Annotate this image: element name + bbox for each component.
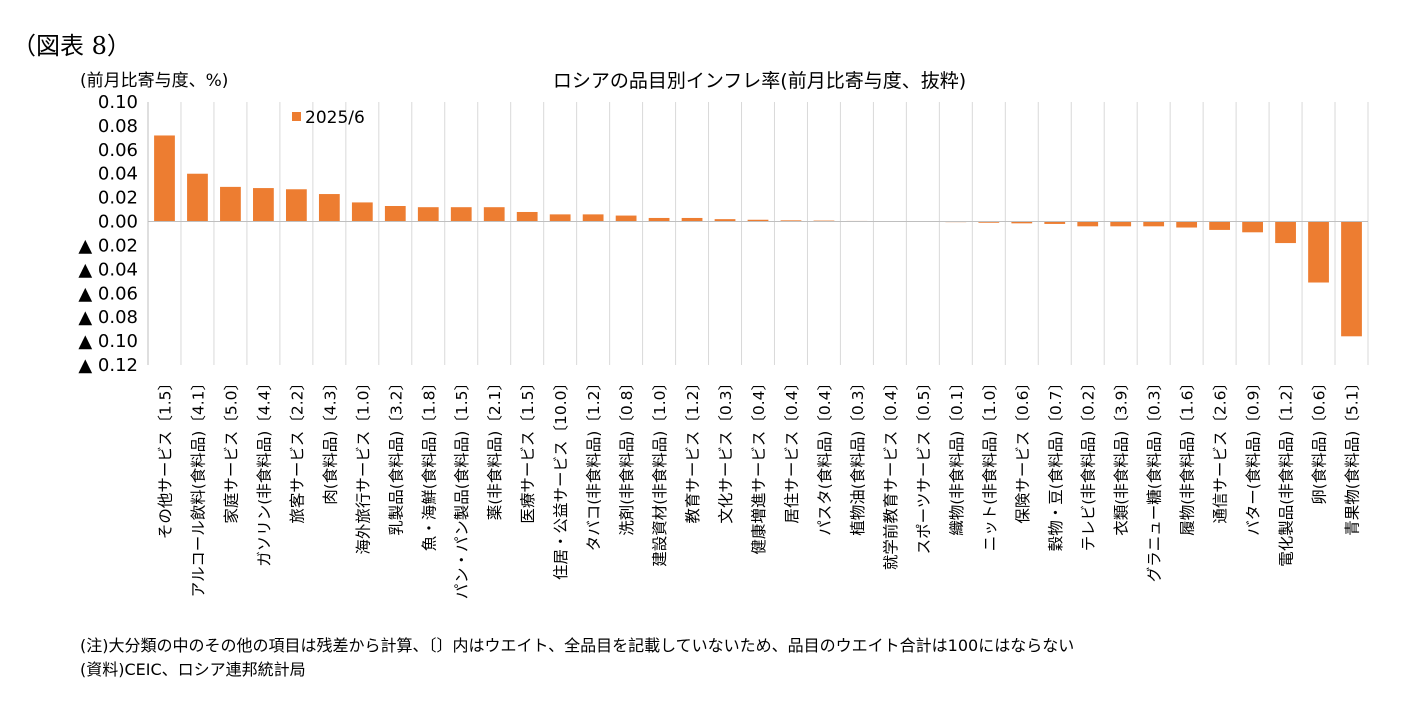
y-tick-label: ▲ 0.02: [78, 235, 138, 256]
x-tick-label: 穀物・豆(食料品)〔0.7〕: [1047, 375, 1065, 551]
bar: [615, 215, 637, 222]
chart-title: ロシアの品目別インフレ率(前月比寄与度、抜粋): [552, 70, 967, 92]
x-tick-label: 乳製品(食料品)〔3.2〕: [387, 375, 405, 536]
x-tick-label: 植物油(食料品)〔0.3〕: [849, 375, 867, 536]
x-tick-label: パスタ(食料品)〔0.4〕: [816, 375, 834, 536]
bar: [747, 219, 769, 222]
x-tick-label: 卵(食料品)〔0.6〕: [1311, 375, 1329, 505]
bar: [483, 207, 505, 222]
x-tick-label: ガソリン(非食料品)〔4.4〕: [255, 375, 273, 567]
x-tick-label: 保険サービス〔0.6〕: [1014, 375, 1032, 524]
y-tick-label: 0.00: [98, 212, 138, 233]
y-tick-label: 0.04: [98, 164, 138, 185]
x-tick-label: 健康増進サービス〔0.4〕: [750, 375, 768, 555]
bar: [187, 173, 208, 222]
bar: [1275, 221, 1296, 244]
x-tick-label: スポーツサービス〔0.5〕: [915, 375, 933, 554]
x-tick-label: 住居・公益サービス〔10.0〕: [552, 375, 570, 580]
x-tick-label: 旅客サービス〔2.2〕: [288, 375, 306, 524]
figure-label: （図表 8）: [12, 32, 131, 60]
y-tick-label: ▲ 0.12: [78, 355, 138, 376]
x-tick-label: 医療サービス〔1.5〕: [519, 375, 537, 524]
bar: [681, 217, 703, 222]
bar: [714, 219, 736, 222]
bar: [384, 206, 406, 222]
bar: [351, 202, 373, 222]
bar: [1143, 221, 1165, 227]
bar: [1242, 221, 1263, 233]
x-tick-label: 建設資材(非食料品)〔1.0〕: [651, 375, 669, 567]
x-tick-label: パン・パン製品(食料品)〔1.5〕: [453, 375, 471, 599]
bar: [1176, 221, 1198, 228]
legend-swatch: [292, 112, 301, 121]
x-tick-label: バター(食料品)〔0.9〕: [1245, 375, 1263, 536]
y-tick-label: ▲ 0.10: [78, 331, 138, 352]
x-tick-label: ニット(非食料品)〔1.0〕: [981, 375, 999, 551]
bar: [516, 211, 538, 222]
x-tick-label: 文化サービス〔0.3〕: [717, 375, 735, 524]
legend-label: 2025/6: [305, 108, 365, 128]
x-tick-label: 通信サービス〔2.6〕: [1212, 375, 1230, 524]
note-text: (注)大分類の中のその他の項目は残差から計算、〔〕内はウエイト、全品目を記載して…: [80, 636, 1075, 655]
source-text: (資料)CEIC、ロシア連邦統計局: [80, 660, 306, 679]
y-tick-label: ▲ 0.06: [78, 283, 138, 304]
bar: [417, 207, 439, 222]
y-tick-label: ▲ 0.04: [78, 259, 138, 280]
bar: [1110, 221, 1132, 227]
x-tick-label: 家庭サービス〔5.0〕: [222, 375, 240, 524]
bar: [648, 217, 670, 222]
x-tick-label: アルコール飲料(食料品)〔4.1〕: [189, 375, 207, 597]
x-tick-label: タバコ(非食料品)〔1.2〕: [585, 375, 603, 551]
bar-chart: 0.10 0.08 0.06 0.04 0.02 0.00▲ 0.02 ▲ 0.04 ▲ 0.…: [78, 92, 1369, 599]
bar: [1209, 221, 1231, 230]
bar: [1077, 221, 1099, 227]
x-tick-label: その他サービス〔1.5〕: [156, 375, 174, 539]
bar: [1308, 221, 1329, 283]
x-tick-label: 織物(非食料品)〔0.1〕: [948, 375, 966, 536]
x-tick-label: 肉(食料品)〔4.3〕: [321, 375, 339, 505]
x-tick-label: 教育サービス〔1.2〕: [684, 375, 702, 524]
bar: [253, 188, 274, 222]
y-tick-label: 0.10: [98, 92, 138, 113]
y-tick-label: 0.02: [98, 188, 138, 209]
bar: [780, 220, 802, 222]
bar: [549, 214, 571, 222]
x-tick-label: 就学前教育サービス〔0.4〕: [882, 375, 900, 570]
x-tick-label: 電化製品(非食料品)〔1.2〕: [1278, 375, 1296, 567]
x-tick-label: 履物(非食料品)〔1.6〕: [1179, 375, 1197, 536]
x-tick-label: 居住サービス〔0.4〕: [783, 375, 801, 524]
bar: [318, 194, 340, 222]
bar: [285, 189, 307, 222]
y-tick-label: 0.06: [98, 140, 138, 161]
bar: [220, 186, 241, 222]
bar: [1011, 221, 1033, 224]
y-axis-unit-label: (前月比寄与度、%): [80, 71, 229, 91]
bar: [154, 135, 175, 222]
y-tick-label: ▲ 0.08: [78, 307, 138, 328]
x-tick-label: 薬(非食料品)〔2.1〕: [486, 375, 504, 520]
bar: [450, 207, 472, 222]
bar: [1044, 221, 1066, 224]
x-tick-label: テレビ(非食料品)〔0.2〕: [1080, 375, 1098, 551]
x-tick-label: 衣類(非食料品)〔3.9〕: [1113, 375, 1131, 536]
x-tick-label: 青果物(食料品)〔5.1〕: [1344, 375, 1362, 536]
bar: [978, 221, 1000, 223]
bar: [582, 214, 604, 222]
y-tick-label: 0.08: [98, 116, 138, 137]
bar: [1341, 221, 1362, 337]
x-tick-label: グラニュー糖(食料品)〔0.3〕: [1146, 375, 1164, 582]
x-tick-label: 海外旅行サービス〔1.0〕: [354, 375, 372, 555]
x-tick-label: 魚・海鮮(食料品)〔1.8〕: [420, 375, 438, 551]
x-tick-label: 洗剤(非食料品)〔0.8〕: [618, 375, 636, 536]
